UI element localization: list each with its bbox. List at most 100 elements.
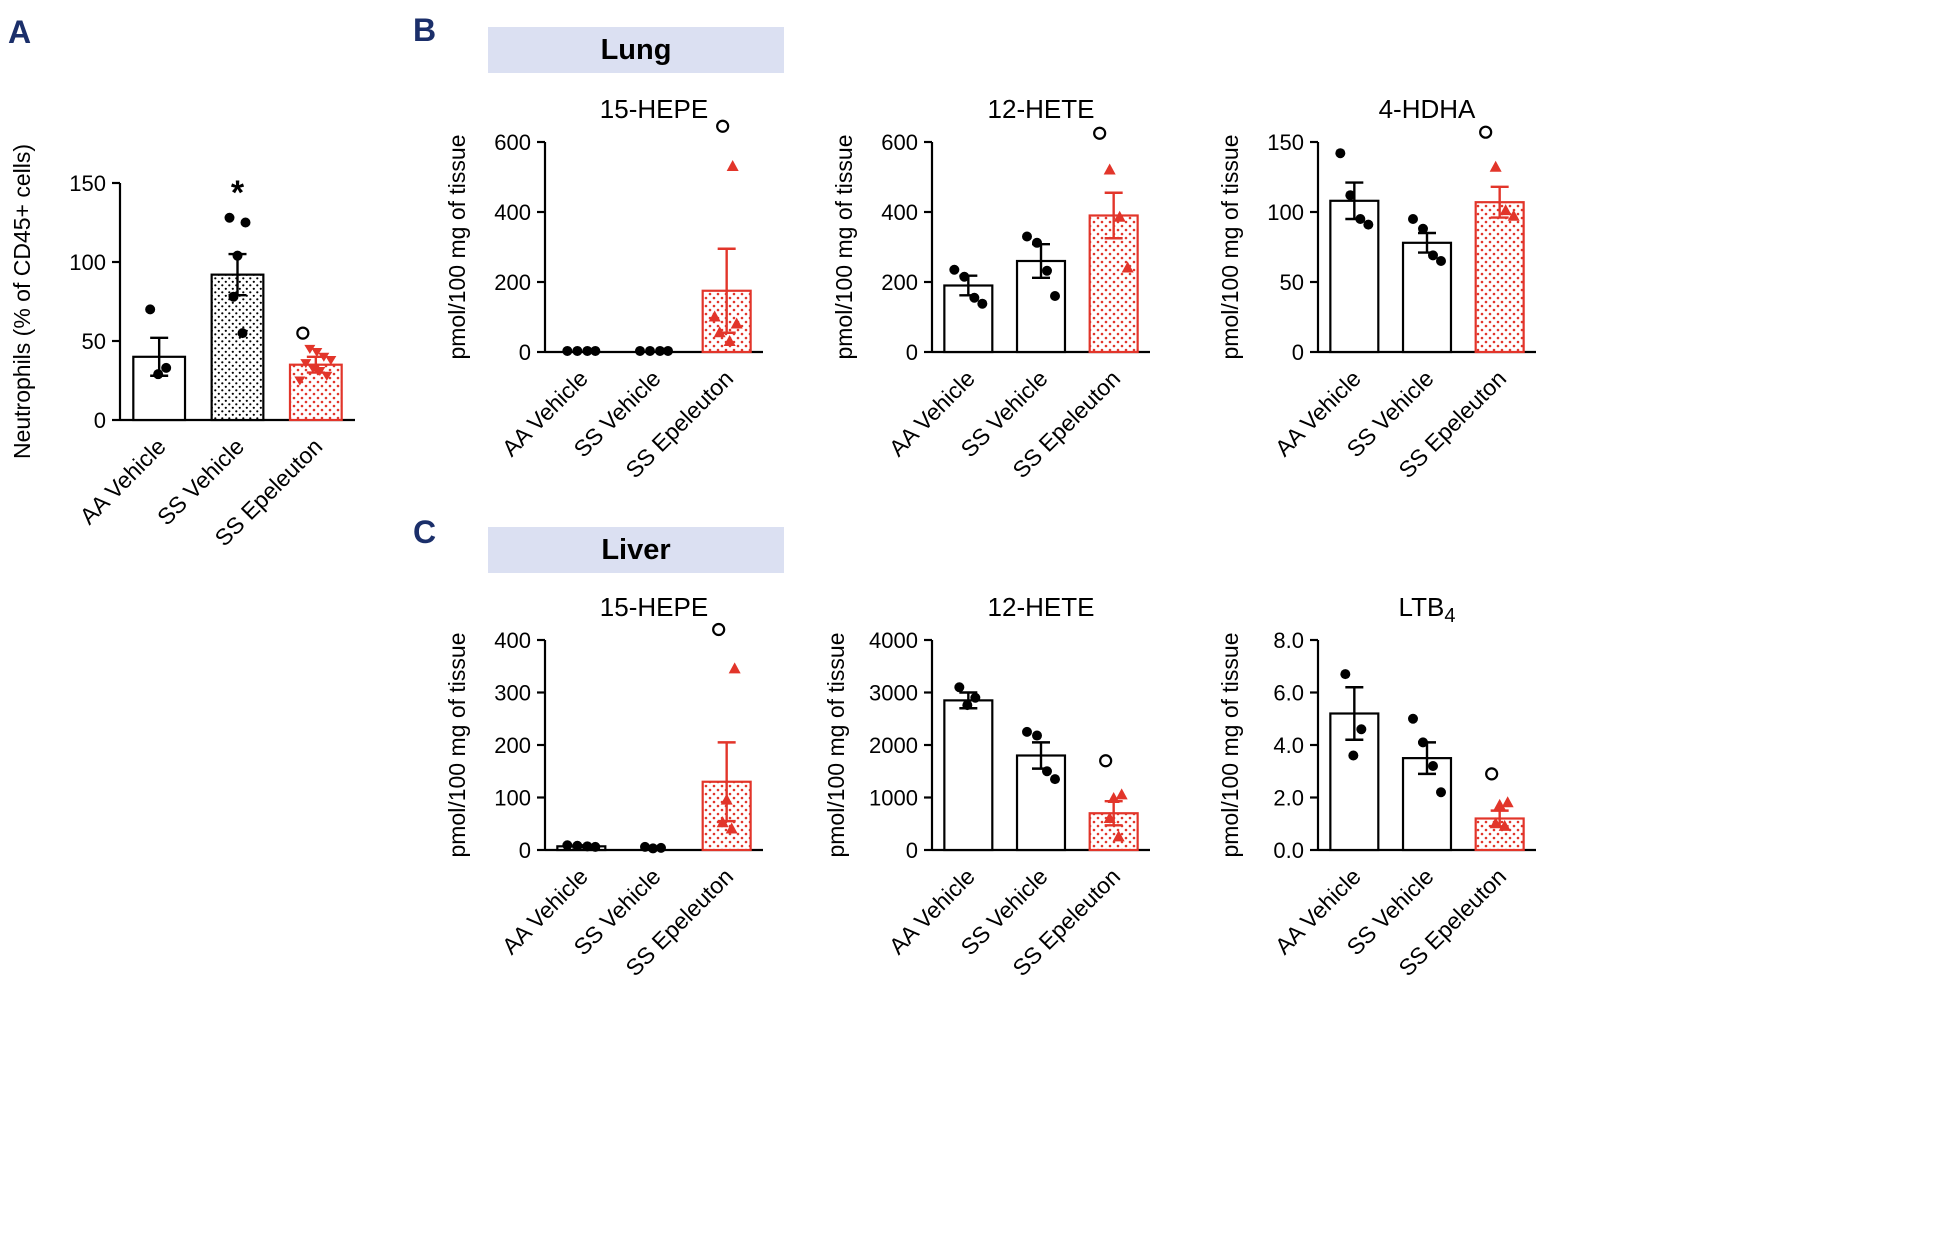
bar bbox=[1474, 201, 1525, 354]
data-point-dot bbox=[161, 362, 172, 373]
data-point-triangle bbox=[1498, 819, 1511, 831]
y-tick-label: 3000 bbox=[869, 681, 918, 706]
data-point-triangle-down bbox=[304, 344, 316, 354]
y-tick-label: 4.0 bbox=[1273, 733, 1304, 758]
lung-header-box: Lung bbox=[488, 27, 784, 73]
data-point-dot bbox=[1418, 223, 1428, 234]
data-point-triangle bbox=[728, 662, 741, 674]
data-point-dot bbox=[232, 250, 243, 261]
data-point-dot bbox=[1428, 250, 1438, 261]
y-axis-label: pmol/100 mg of tissue bbox=[823, 632, 849, 857]
bar-group-ss-vehicle bbox=[1401, 214, 1453, 354]
data-point-dot bbox=[582, 345, 593, 356]
significance-star: * bbox=[231, 174, 245, 212]
bar-group-ss-epeleuton bbox=[1474, 767, 1525, 852]
bar-group-ss-epeleuton bbox=[1474, 125, 1525, 354]
data-point-dot bbox=[572, 345, 583, 356]
data-point-dot bbox=[1340, 669, 1351, 680]
data-point-dot bbox=[949, 264, 960, 275]
data-point-dot bbox=[1428, 761, 1438, 771]
data-point-dot bbox=[640, 841, 650, 852]
data-point-dot bbox=[1032, 237, 1042, 248]
data-point-triangle bbox=[1507, 209, 1520, 221]
y-tick-label: 50 bbox=[82, 329, 106, 354]
bar-group-aa-vehicle bbox=[1329, 148, 1380, 354]
chart-title: 15-HEPE bbox=[600, 94, 708, 124]
data-point-dot bbox=[663, 345, 673, 356]
data-point-dot bbox=[635, 345, 645, 356]
y-tick-label: 600 bbox=[881, 130, 918, 155]
data-point-dot bbox=[1408, 713, 1418, 724]
data-point-dot bbox=[1050, 774, 1060, 785]
y-tick-label: 0 bbox=[906, 340, 918, 365]
chart-title: 15-HEPE bbox=[600, 592, 708, 622]
y-tick-label: 150 bbox=[69, 171, 106, 196]
y-tick-label: 100 bbox=[69, 250, 106, 275]
bar bbox=[1401, 241, 1453, 354]
chart-title: 12-HETE bbox=[988, 94, 1095, 124]
bar-group-aa-vehicle bbox=[943, 682, 994, 852]
data-point-dot bbox=[224, 212, 235, 223]
error-bar bbox=[1490, 185, 1509, 219]
y-tick-label: 0 bbox=[519, 838, 531, 863]
data-point-dot bbox=[970, 692, 981, 703]
chart-title: LTB4 bbox=[1399, 592, 1456, 627]
data-point-dot bbox=[1032, 730, 1042, 741]
bar-group-ss-vehicle bbox=[1401, 713, 1453, 852]
data-point-open-circle bbox=[1093, 126, 1107, 140]
bar bbox=[943, 284, 994, 354]
data-point-open-circle bbox=[712, 622, 726, 637]
chart-liver-ltb4: 0.0 2.0 4.0 6.0 8.0 LTB4 pmol/100 mg of tissue… bbox=[1217, 592, 1536, 981]
data-point-triangle bbox=[720, 793, 733, 805]
y-axis-label: pmol/100 mg of tissue bbox=[1217, 632, 1243, 857]
data-point-dot bbox=[655, 345, 665, 356]
data-point-triangle-down bbox=[321, 371, 333, 381]
bar-group-aa-vehicle bbox=[556, 840, 607, 852]
y-tick-label: 400 bbox=[881, 200, 918, 225]
lung-header-label: Lung bbox=[600, 33, 672, 66]
data-point-dot bbox=[1356, 724, 1367, 735]
data-point-triangle bbox=[1107, 792, 1120, 804]
bar-group-ss-epeleuton bbox=[1088, 754, 1139, 852]
data-point-dot bbox=[1042, 766, 1052, 777]
y-tick-label: 100 bbox=[1267, 200, 1304, 225]
y-tick-label: 1000 bbox=[869, 786, 918, 811]
data-point-dot bbox=[1022, 726, 1032, 737]
data-point-dot bbox=[572, 840, 583, 851]
y-axis-label: Neutrophils (% of CD45+ cells) bbox=[9, 144, 35, 459]
data-point-dot bbox=[237, 328, 248, 339]
data-point-triangle bbox=[725, 822, 738, 834]
data-point-triangle bbox=[1103, 163, 1116, 175]
panel-label-a: A bbox=[8, 14, 32, 50]
data-point-dot bbox=[590, 841, 601, 852]
liver-header-label: Liver bbox=[601, 533, 671, 566]
data-point-triangle bbox=[1501, 796, 1514, 808]
bar-group-ss-vehicle bbox=[210, 212, 265, 422]
data-point-dot bbox=[1050, 291, 1060, 301]
bar-group-aa-vehicle bbox=[562, 345, 601, 356]
liver-header-box: Liver bbox=[488, 527, 784, 573]
data-point-triangle bbox=[1113, 210, 1126, 222]
data-point-triangle-down bbox=[314, 367, 326, 377]
data-point-dot bbox=[962, 700, 973, 711]
panel-label-c: C bbox=[413, 514, 437, 550]
data-point-triangle bbox=[1489, 160, 1502, 172]
data-point-dot bbox=[1345, 190, 1356, 201]
data-point-triangle-down bbox=[311, 348, 323, 358]
bar-group-ss-vehicle bbox=[635, 345, 673, 356]
data-point-dot bbox=[969, 292, 980, 303]
data-point-dot bbox=[645, 345, 655, 356]
data-point-dot bbox=[562, 345, 573, 356]
bar-group-ss-epeleuton bbox=[701, 622, 752, 852]
y-tick-label: 8.0 bbox=[1273, 628, 1304, 653]
data-point-dot bbox=[1355, 214, 1366, 224]
data-point-triangle-down bbox=[318, 352, 330, 362]
data-point-triangle bbox=[1121, 261, 1134, 273]
data-point-dot bbox=[977, 298, 988, 309]
chart-title: 12-HETE bbox=[988, 592, 1095, 622]
y-axis-label: pmol/100 mg of tissue bbox=[1217, 134, 1243, 359]
y-tick-label: 200 bbox=[494, 270, 531, 295]
y-tick-label: 150 bbox=[1267, 130, 1304, 155]
